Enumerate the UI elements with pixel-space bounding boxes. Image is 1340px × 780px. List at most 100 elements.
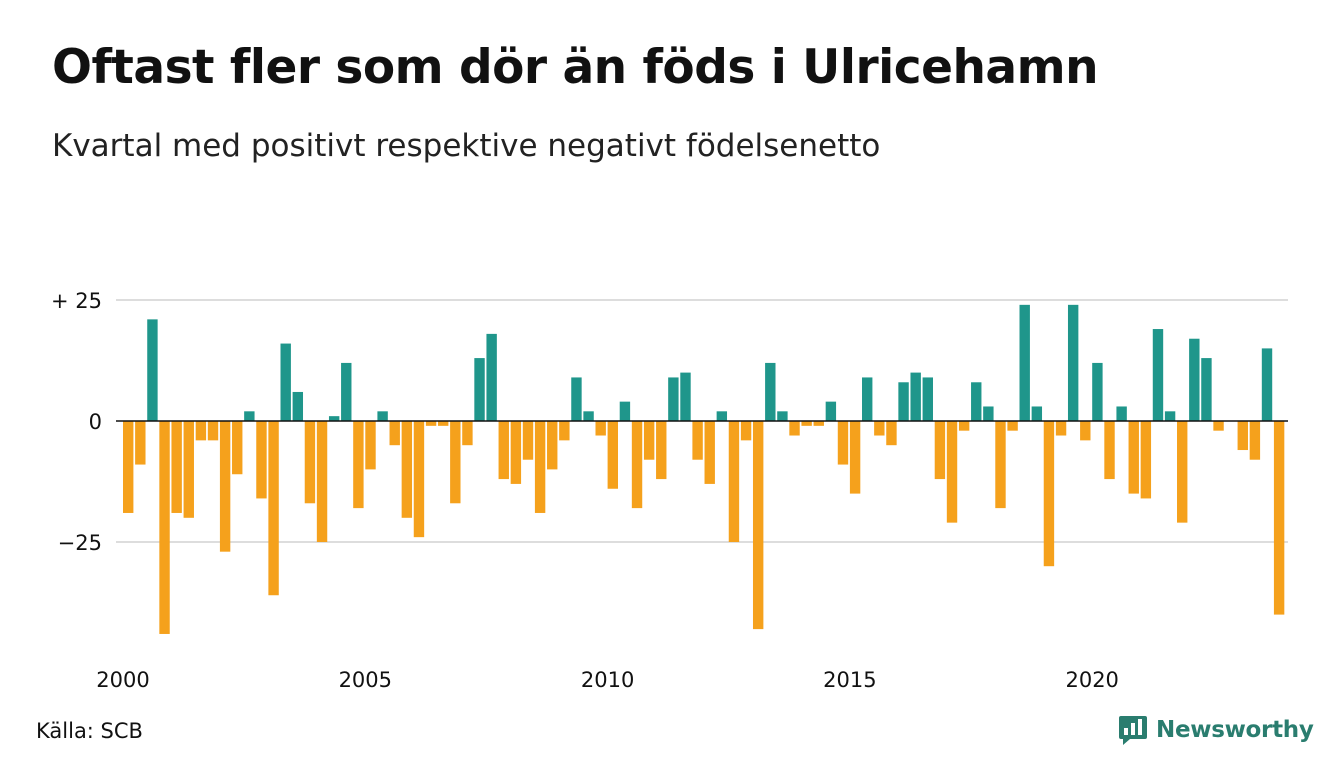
- bar: [619, 401, 631, 421]
- bar: [353, 421, 364, 509]
- bar: [680, 372, 691, 421]
- chart-title: Oftast fler som dör än föds i Ulricehamn: [52, 40, 1099, 95]
- bar: [147, 319, 158, 421]
- bar: [316, 421, 328, 542]
- x-tick-label: 2020: [1065, 668, 1118, 692]
- bar: [1189, 338, 1200, 421]
- bar: [304, 421, 316, 504]
- bar: [207, 421, 219, 441]
- bar: [547, 421, 558, 470]
- bar: [704, 421, 715, 484]
- bar: [437, 421, 449, 426]
- bar: [377, 411, 388, 421]
- bar: [958, 421, 970, 431]
- bar: [995, 421, 1006, 509]
- bar: [1080, 421, 1091, 441]
- bar: [1273, 421, 1285, 615]
- bar: [559, 421, 570, 441]
- bar: [1104, 421, 1115, 480]
- bar: [171, 421, 182, 513]
- bar: [474, 358, 485, 421]
- bar: [752, 421, 764, 630]
- bar: [922, 377, 933, 421]
- bar: [631, 421, 643, 509]
- bar: [123, 421, 134, 513]
- bar: [607, 421, 618, 489]
- bar: [365, 421, 376, 470]
- bar: [765, 362, 776, 421]
- bar: [583, 411, 594, 421]
- bar: [268, 421, 279, 596]
- bar: [232, 421, 243, 475]
- bar: [1177, 421, 1188, 523]
- bar: [595, 421, 606, 436]
- bar: [837, 421, 849, 465]
- bar: [159, 421, 170, 634]
- bar: [1007, 421, 1018, 431]
- bar: [910, 372, 921, 421]
- bar: [1067, 304, 1079, 421]
- x-tick-label: 2005: [339, 668, 392, 692]
- bar: [983, 406, 994, 421]
- bar: [789, 421, 800, 436]
- bar: [1261, 348, 1273, 421]
- bar: [946, 421, 958, 523]
- bar: [886, 421, 897, 446]
- bar: [462, 421, 473, 446]
- bar: [571, 377, 582, 421]
- bar: [1043, 421, 1055, 567]
- y-tick-label: −25: [58, 531, 102, 555]
- bar: [244, 411, 255, 421]
- x-tick-label: 2010: [581, 668, 634, 692]
- bar: [716, 411, 728, 421]
- bar: [656, 421, 667, 480]
- bar: [1201, 358, 1212, 421]
- bar: [522, 421, 534, 460]
- bar: [183, 421, 194, 518]
- bar: [389, 421, 400, 446]
- bar: [1116, 406, 1127, 421]
- bar: [219, 421, 231, 552]
- brand-name: Newsworthy: [1156, 717, 1314, 743]
- source-note: Källa: SCB: [36, 719, 143, 743]
- tick-labels: + 25 0 −25 2000 2005 2010 2015 2020: [51, 289, 1119, 692]
- bar: [1213, 421, 1224, 431]
- bar: [1140, 421, 1152, 499]
- bar: [450, 421, 461, 504]
- bar: [425, 421, 437, 426]
- bar: [1237, 421, 1248, 451]
- bar: [1128, 421, 1139, 494]
- bar: [135, 421, 146, 465]
- bar: [328, 416, 340, 421]
- y-tick-label: 0: [89, 410, 102, 434]
- bar: [401, 421, 413, 518]
- bar: [195, 421, 207, 441]
- bar: [1031, 406, 1043, 421]
- bar: [498, 421, 509, 480]
- bar: [413, 421, 425, 538]
- bar: [874, 421, 885, 436]
- bar: [643, 421, 655, 460]
- bar: [740, 421, 752, 441]
- bar: [486, 333, 497, 421]
- bar: [1152, 329, 1164, 421]
- brand-logo: Newsworthy: [1118, 714, 1314, 746]
- bar: [801, 421, 812, 426]
- chart-subtitle: Kvartal med positivt respektive negativt…: [52, 128, 881, 164]
- bar: [280, 343, 291, 421]
- bar: [1249, 421, 1261, 460]
- bar: [668, 377, 679, 421]
- bar: [1164, 411, 1176, 421]
- bar: [777, 411, 788, 421]
- bar: [825, 401, 837, 421]
- bar: [1055, 421, 1067, 436]
- bars: [123, 304, 1285, 634]
- bar: [292, 391, 304, 421]
- x-tick-label: 2015: [823, 668, 876, 692]
- bar: [813, 421, 824, 426]
- bar: [862, 377, 873, 421]
- bar-chart: + 25 0 −25 2000 2005 2010 2015 2020: [51, 289, 1288, 692]
- bar: [256, 421, 267, 499]
- bar: [898, 382, 909, 421]
- bar: [1092, 362, 1103, 421]
